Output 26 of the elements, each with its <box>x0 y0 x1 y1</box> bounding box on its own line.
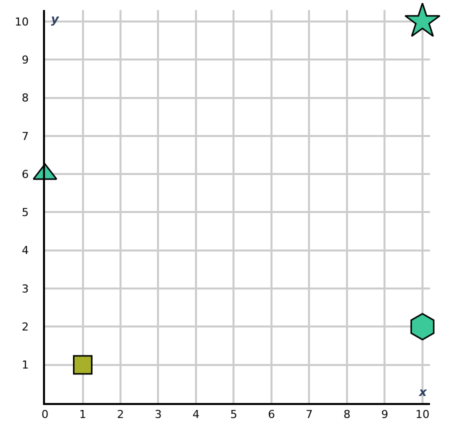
x-tick-label: 10 <box>415 408 430 422</box>
point <box>410 312 434 340</box>
y-tick-label: 4 <box>22 244 29 258</box>
x-tick-label: 5 <box>230 408 238 422</box>
x-tick-label: 6 <box>268 408 275 422</box>
y-tick-label: 5 <box>22 206 29 220</box>
x-tick-label: 3 <box>154 408 162 422</box>
x-tick-label: 9 <box>381 408 388 422</box>
x-tick-label: 4 <box>192 408 200 422</box>
x-tick-label: 8 <box>343 408 350 422</box>
x-tick-label: 0 <box>42 408 48 422</box>
x-tick-label: 2 <box>116 408 124 422</box>
y-tick-label: 6 <box>22 168 29 181</box>
y-tick-label: 10 <box>14 15 29 28</box>
point <box>404 2 441 37</box>
y-tick-label: 9 <box>22 53 29 66</box>
point <box>73 355 92 375</box>
x-axis-title: x <box>418 385 428 399</box>
y-tick-label: 1 <box>22 358 29 372</box>
y-tick-label: 7 <box>22 130 29 143</box>
y-axis-title: y <box>51 12 60 26</box>
y-tick-label: 2 <box>22 320 29 334</box>
y-tick-label: 8 <box>22 92 29 105</box>
x-tick-label: 7 <box>306 408 313 422</box>
y-tick-label: 3 <box>22 282 29 296</box>
x-tick-label: 1 <box>79 408 86 422</box>
